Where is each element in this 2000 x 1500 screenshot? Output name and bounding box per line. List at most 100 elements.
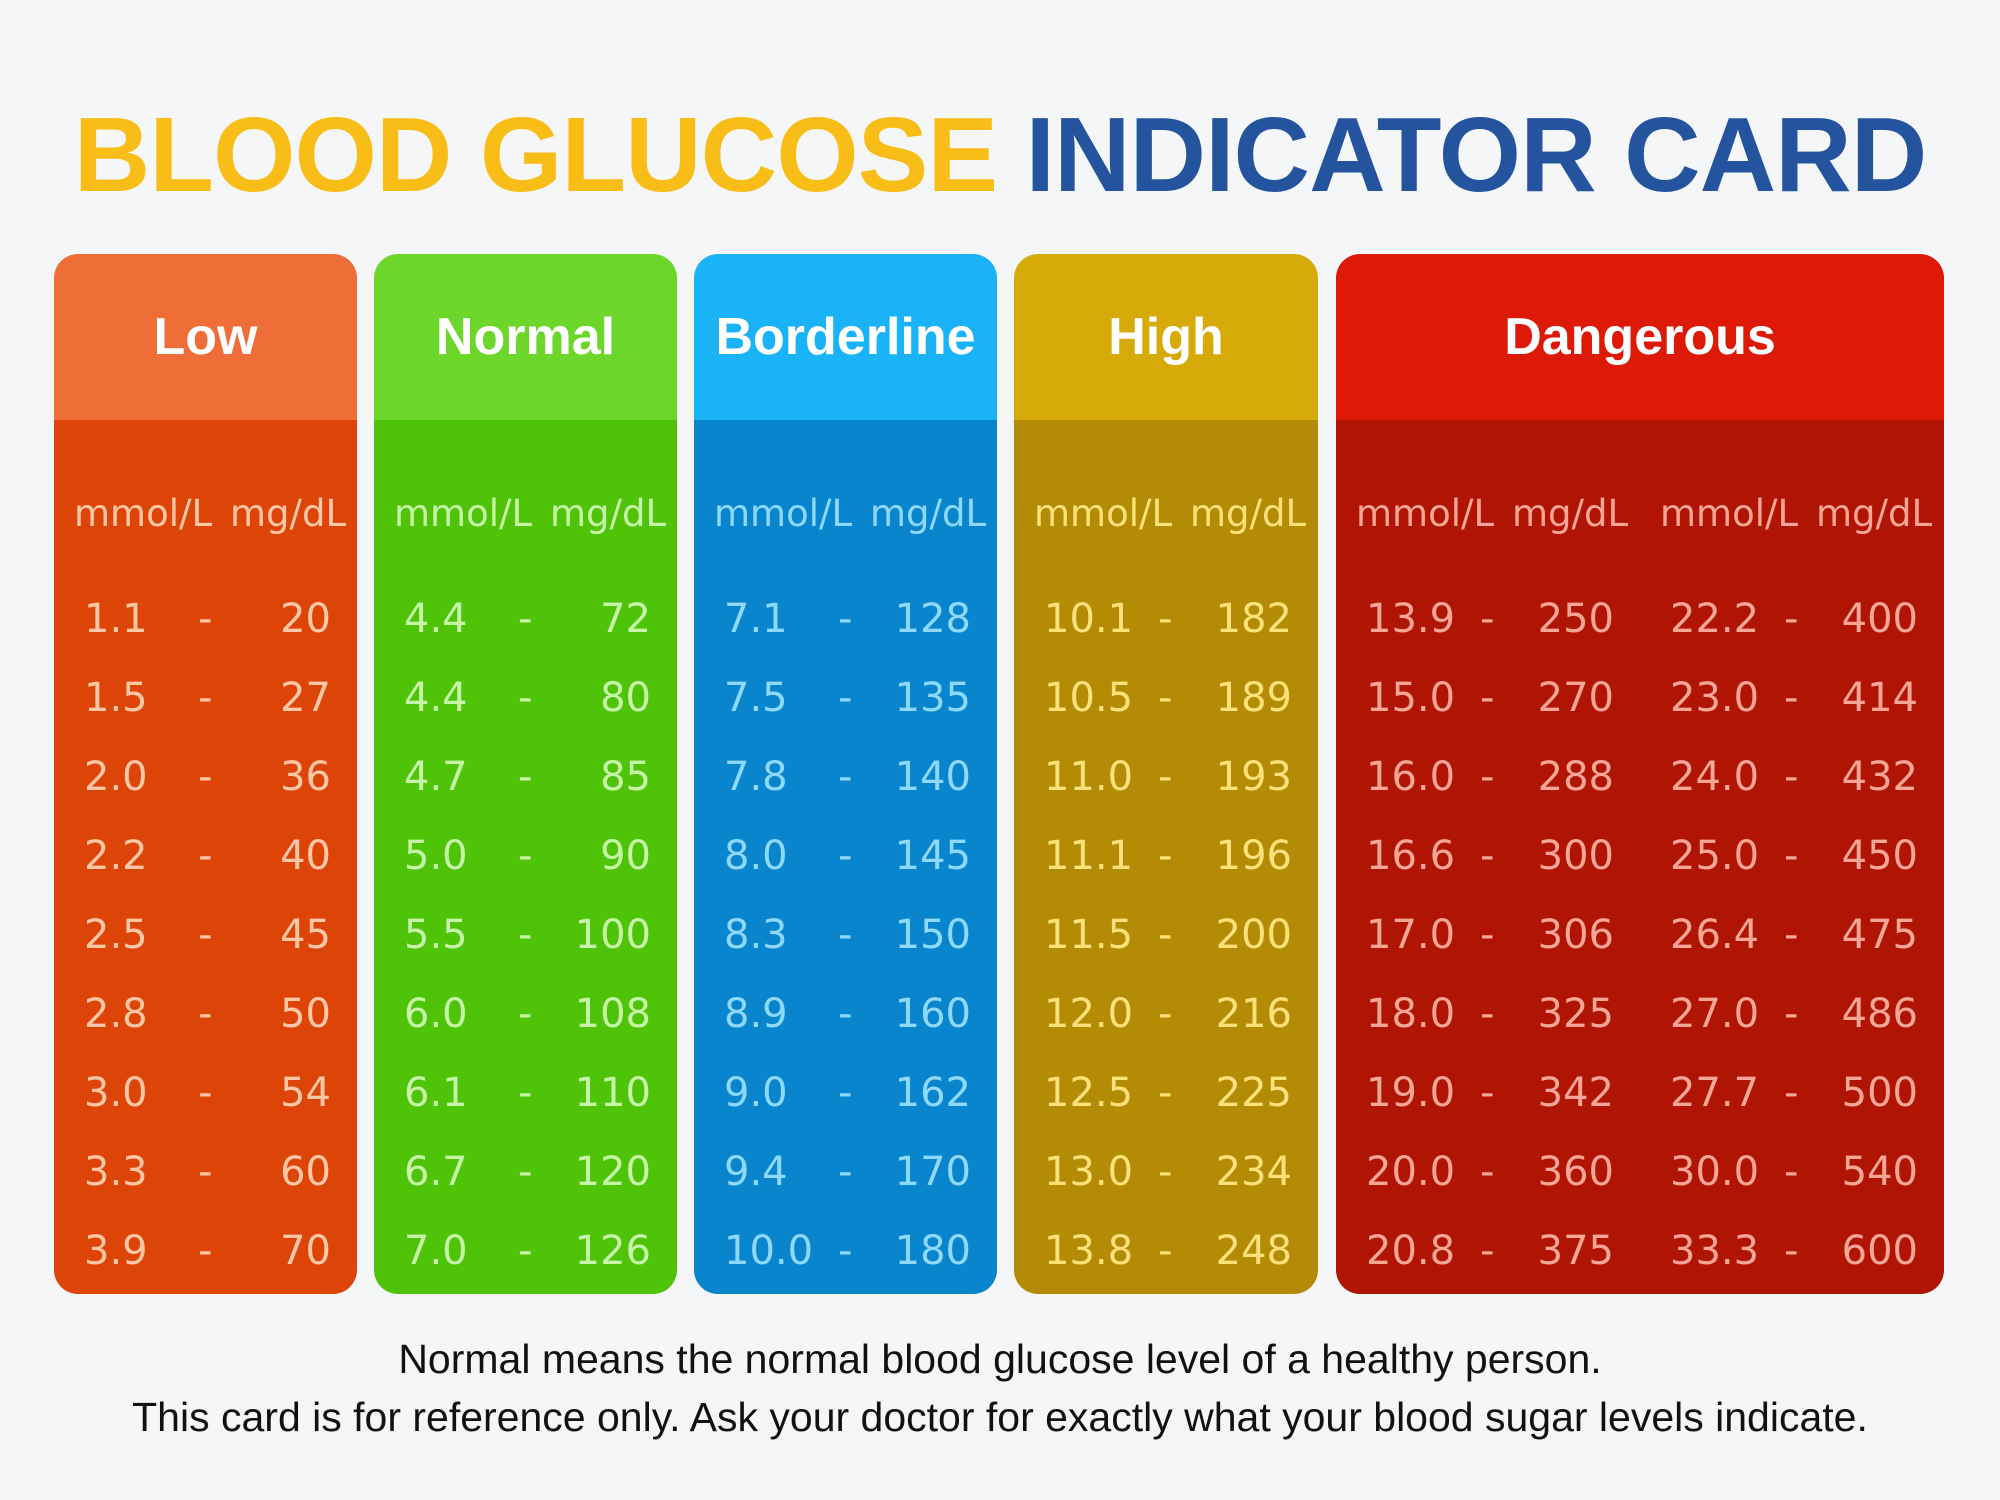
range-separator: - [838,912,853,958]
mmol-value: 16.6 [1366,833,1456,879]
mmol-value: 13.0 [1044,1149,1134,1195]
unit-header-row: mmol/L mg/dL [374,420,677,600]
mgdl-value: 270 [1537,675,1614,721]
mmol-value: 19.0 [1366,1070,1456,1116]
category-title: Dangerous [1336,254,1944,420]
value-row: 3.0 - 54 [54,1054,357,1133]
range-separator: - [518,1228,533,1274]
mmol-value: 5.0 [404,833,468,879]
value-row: 7.5 -135 [694,659,997,738]
mgdl-value: 20 [280,596,331,642]
mgdl-value: 306 [1537,912,1614,958]
range-separator: - [1158,1149,1173,1195]
range-separator: - [518,675,533,721]
mmol-value: 11.1 [1044,833,1134,879]
mgdl-value: 414 [1841,675,1918,721]
unit-mgdl-label: mg/dL [1190,492,1307,535]
mgdl-value: 150 [894,912,971,958]
range-separator: - [518,991,533,1037]
mmol-value: 15.0 [1366,675,1456,721]
range-separator: - [1158,675,1173,721]
mmol-value: 4.7 [404,754,468,800]
mgdl-value: 50 [280,991,331,1037]
range-separator: - [1784,754,1799,800]
unit-mgdl-label: mg/dL [1512,492,1629,535]
mmol-value: 30.0 [1670,1149,1760,1195]
mmol-value: 27.7 [1670,1070,1760,1116]
mgdl-value: 342 [1537,1070,1614,1116]
mgdl-value: 170 [894,1149,971,1195]
unit-mmol-label: mmol/L [1356,492,1495,535]
mmol-value: 17.0 [1366,912,1456,958]
range-separator: - [1784,1149,1799,1195]
unit-mmol-label: mmol/L [74,492,213,535]
range-separator: - [1784,912,1799,958]
mgdl-value: 90 [600,833,651,879]
mgdl-value: 54 [280,1070,331,1116]
range-separator: - [838,675,853,721]
value-row: 7.0 -126 [374,1212,677,1291]
mgdl-value: 60 [280,1149,331,1195]
unit-header-row: mmol/L mg/dL [694,420,997,600]
range-separator: - [838,1070,853,1116]
category-card-low: Low mmol/L mg/dL 1.1-20 1.5-27 2.0-36 2.2-40 2.… [54,254,357,1294]
mgdl-value: 189 [1215,675,1292,721]
range-separator: - [838,991,853,1037]
value-row: 6.1 -110 [374,1054,677,1133]
mgdl-value: 126 [574,1228,651,1274]
value-row: 5.5 -100 [374,896,677,975]
range-separator: - [1480,1228,1495,1274]
range-separator: - [1784,833,1799,879]
value-row: 6.7 -120 [374,1133,677,1212]
unit-mgdl-label: mg/dL [870,492,987,535]
mgdl-value: 27 [280,675,331,721]
mgdl-value: 160 [894,991,971,1037]
unit-mgdl-label: mg/dL [230,492,347,535]
mgdl-value: 36 [280,754,331,800]
mmol-value: 10.0 [724,1228,814,1274]
mgdl-value: 234 [1215,1149,1292,1195]
title-part-1: BLOOD GLUCOSE [73,96,998,214]
mmol-value: 11.0 [1044,754,1134,800]
unit-mmol-label: mmol/L [1034,492,1173,535]
range-separator: - [1480,1070,1495,1116]
value-row: 6.0 -108 [374,975,677,1054]
value-row: 19.0-342 27.7-500 [1336,1054,1944,1133]
range-separator: - [1158,912,1173,958]
category-values: mmol/L mg/dL 4.4-72 4.4-80 4.7-85 5.0-90 5.5-1… [374,420,677,1294]
category-title: Low [54,254,357,420]
mgdl-value: 200 [1215,912,1292,958]
mgdl-value: 128 [894,596,971,642]
mmol-value: 4.4 [404,675,468,721]
mmol-value: 27.0 [1670,991,1760,1037]
category-title: High [1014,254,1318,420]
mmol-value: 9.4 [724,1149,788,1195]
mmol-value: 11.5 [1044,912,1134,958]
mgdl-value: 288 [1537,754,1614,800]
mgdl-value: 180 [894,1228,971,1274]
range-separator: - [198,1149,213,1195]
category-card-dangerous: Dangerous mmol/L mg/dL mmol/L mg/dL 13.9-250 2… [1336,254,1944,1294]
mmol-value: 20.0 [1366,1149,1456,1195]
mgdl-value: 375 [1537,1228,1614,1274]
mgdl-value: 108 [574,991,651,1037]
value-row: 12.5-225 [1014,1054,1318,1133]
mmol-value: 8.0 [724,833,788,879]
value-row: 13.0-234 [1014,1133,1318,1212]
mgdl-value: 225 [1215,1070,1292,1116]
value-row: 10.5-189 [1014,659,1318,738]
range-separator: - [838,1228,853,1274]
mmol-value: 10.5 [1044,675,1134,721]
mgdl-value: 162 [894,1070,971,1116]
mgdl-value: 450 [1841,833,1918,879]
range-separator: - [518,754,533,800]
value-row: 8.9 -160 [694,975,997,1054]
range-separator: - [198,1228,213,1274]
range-separator: - [198,1070,213,1116]
mmol-value: 7.1 [724,596,788,642]
mmol-value: 24.0 [1670,754,1760,800]
value-row: 20.8-375 33.3-600 [1336,1212,1944,1291]
range-separator: - [838,596,853,642]
mgdl-value: 432 [1841,754,1918,800]
category-values: mmol/L mg/dL 10.1-182 10.5-189 11.0-193 11.1-… [1014,420,1318,1294]
